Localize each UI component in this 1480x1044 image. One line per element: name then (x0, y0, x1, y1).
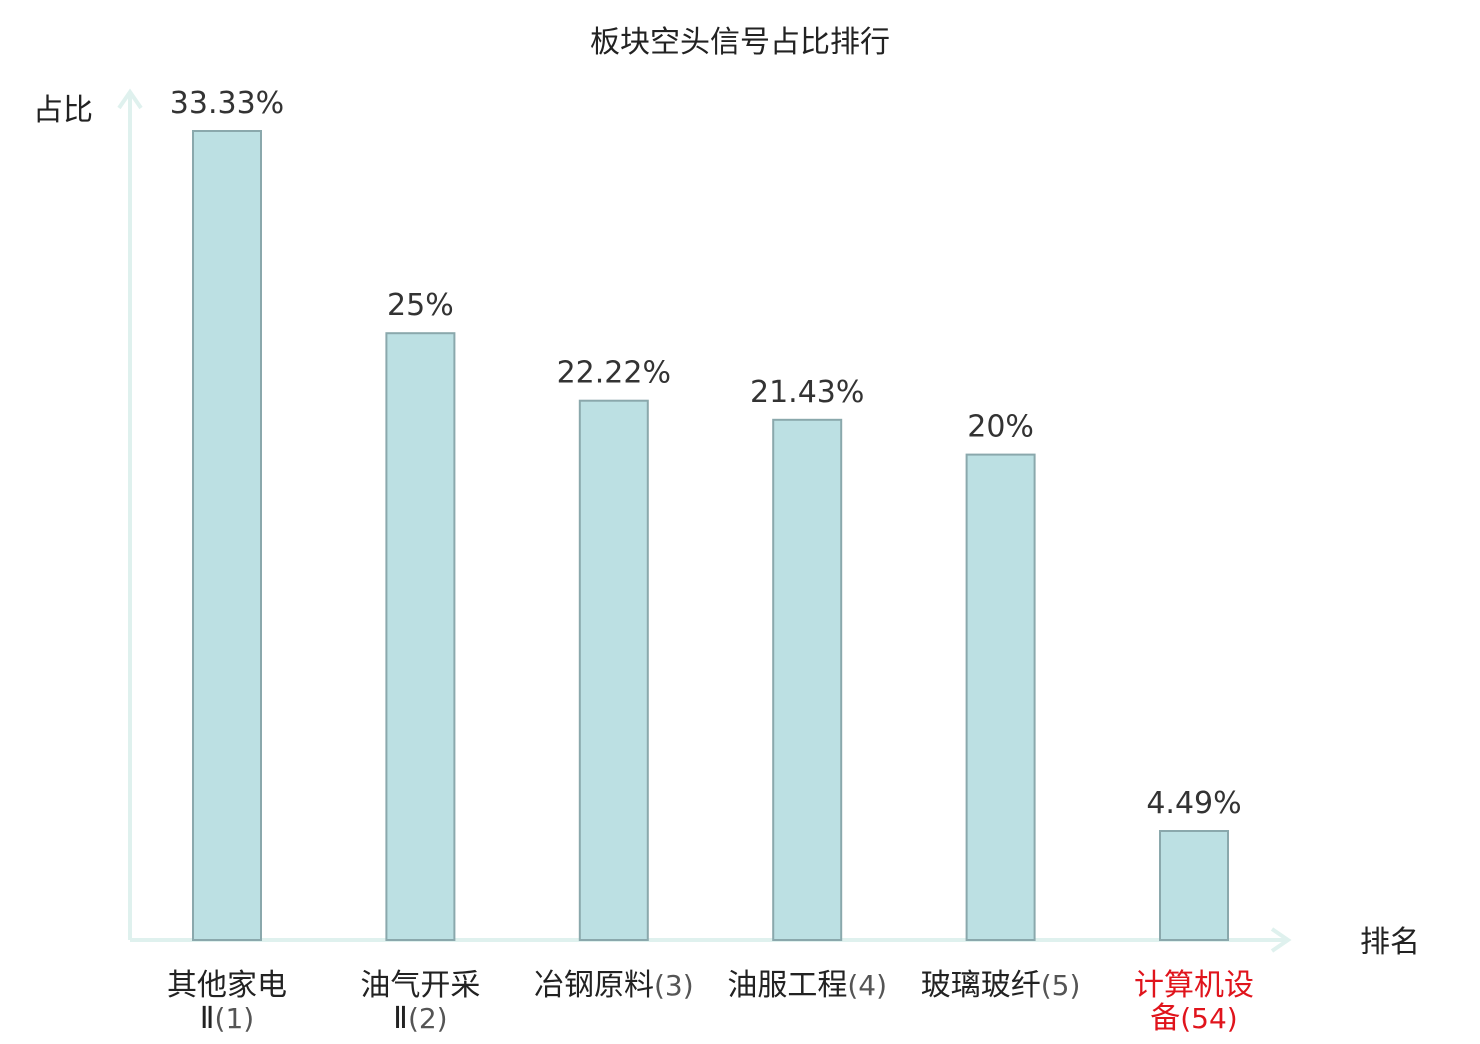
x-tick-label: 玻璃玻纤(5) (921, 968, 1081, 1003)
chart-title: 板块空头信号占比排行 (590, 25, 890, 60)
bar-value-label: 4.49% (1146, 786, 1241, 821)
x-axis-title: 排名 (1360, 925, 1420, 960)
x-tick-label: 计算机设 (1134, 968, 1254, 1003)
y-axis: 占比 (33, 88, 143, 940)
bar (772, 418, 843, 941)
x-tick-label: 其他家电 (167, 968, 287, 1003)
bar-value-label: 20% (967, 410, 1034, 445)
bar-value-label: 22.22% (557, 356, 671, 391)
x-tick-label: 冶钢原料(3) (534, 968, 694, 1003)
x-tick-label: 备(54) (1150, 1001, 1237, 1036)
bar (1159, 830, 1229, 941)
x-tick-label: 油服工程(4) (727, 968, 887, 1003)
value-labels-group: 33.33% 25% 22.22% 21.43% 20% 4.49% (170, 86, 1242, 821)
y-axis-title: 占比 (33, 93, 93, 128)
bar (578, 399, 649, 941)
x-axis: 排名 (130, 925, 1420, 960)
y-axis-arrow (117, 88, 143, 110)
x-tick-label: 油气开采 (360, 968, 480, 1003)
bar-value-label: 25% (387, 288, 454, 323)
x-tick-label: Ⅱ(2) (393, 1001, 447, 1036)
bar (192, 130, 262, 941)
bar-value-label: 21.43% (750, 375, 864, 410)
bar (385, 332, 456, 941)
bars-group (192, 130, 1229, 941)
bar-value-label: 33.33% (170, 86, 284, 121)
x-tick-label: Ⅱ(1) (200, 1001, 254, 1036)
x-axis-arrow (1270, 927, 1292, 953)
bar (965, 453, 1036, 941)
